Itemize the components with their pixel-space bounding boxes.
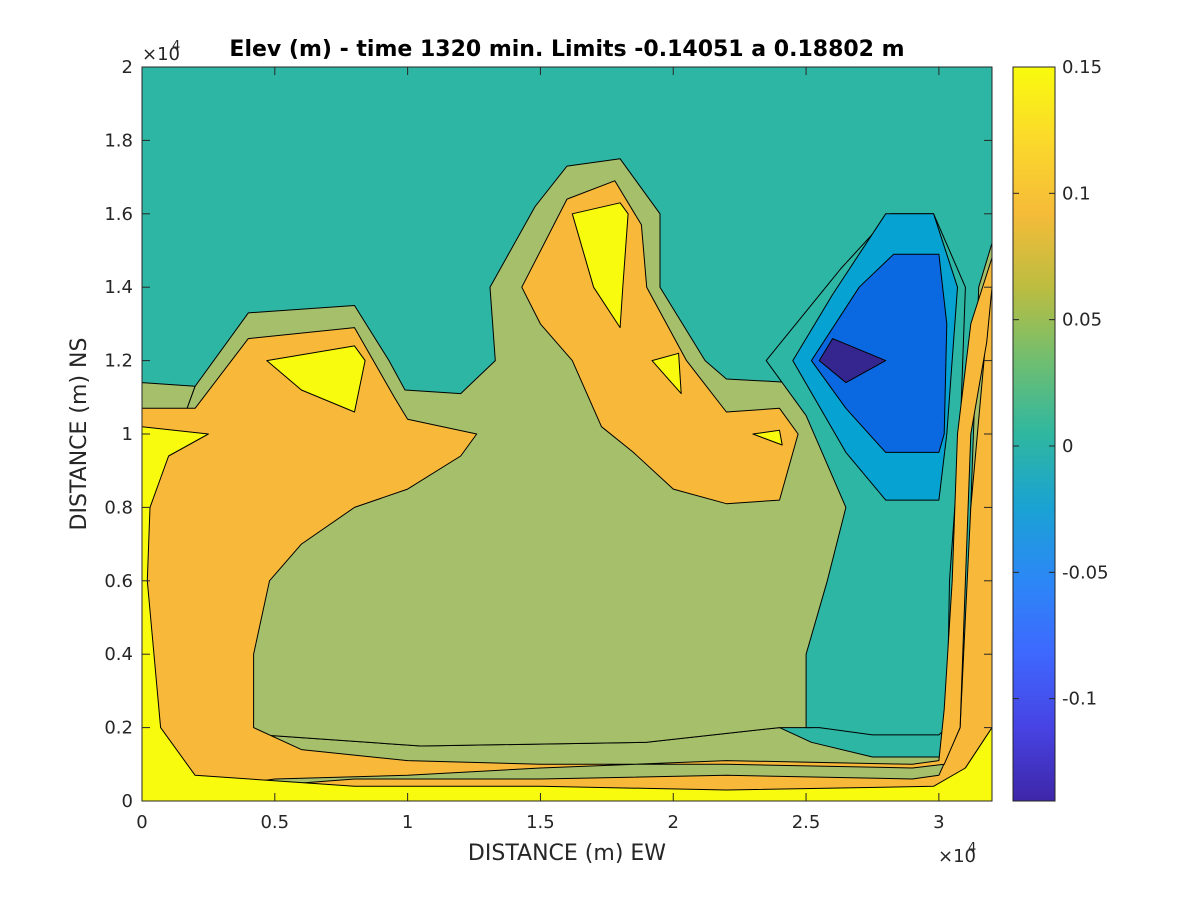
contour-region--0.1_to_-0.05 bbox=[810, 253, 948, 453]
contour-region-above_0.15 bbox=[142, 426, 992, 801]
y-tick-label: 1.2 bbox=[104, 351, 133, 372]
y-tick-label: 0.2 bbox=[104, 718, 133, 739]
y-tick-label: 2 bbox=[122, 57, 133, 78]
x-tick-label: 0.5 bbox=[260, 812, 289, 833]
contour-region-above_0.15 bbox=[752, 429, 783, 446]
y-tick-label: 1.6 bbox=[104, 204, 133, 225]
svg-text:4: 4 bbox=[968, 841, 976, 856]
y-tick-label: 1.8 bbox=[104, 130, 133, 151]
colorbar-tick-label: 0.05 bbox=[1062, 310, 1102, 331]
x-tick-label: 1.5 bbox=[526, 812, 555, 833]
svg-text:×10: ×10 bbox=[142, 44, 180, 65]
colorbar-ticks: 0.15 0.1 0.05 0 -0.05 -0.1 bbox=[1013, 57, 1109, 710]
y-axis-label: DISTANCE (m) NS bbox=[67, 338, 92, 531]
x-axis-ticks: 0 0.5 1 1.5 2 2.5 3 bbox=[136, 67, 945, 833]
y-tick-label: 0.6 bbox=[104, 571, 133, 592]
x-tick-label: 0 bbox=[136, 812, 147, 833]
svg-text:×10: ×10 bbox=[938, 846, 976, 867]
colorbar bbox=[1012, 66, 1056, 802]
y-tick-label: 1.4 bbox=[104, 277, 133, 298]
contour-region-above_0.15 bbox=[571, 202, 629, 329]
y-tick-label: 0 bbox=[122, 791, 133, 812]
chart-title: Elev (m) - time 1320 min. Limits -0.1405… bbox=[229, 37, 904, 62]
colorbar-tick-label: -0.1 bbox=[1062, 689, 1097, 710]
x-tick-label: 1 bbox=[402, 812, 413, 833]
colorbar-tick-label: -0.05 bbox=[1062, 562, 1109, 583]
x-tick-label: 2.5 bbox=[792, 812, 821, 833]
contour-region-below_-0.1 bbox=[818, 338, 887, 384]
contour-region-above_0.15 bbox=[651, 352, 682, 395]
x-tick-label: 3 bbox=[933, 812, 944, 833]
y-axis-ticks: 0 0.2 0.4 0.6 0.8 1 1.2 1.4 1.6 1.8 2 bbox=[104, 57, 992, 812]
contour-region-above_0.15 bbox=[266, 345, 366, 413]
colorbar-tick-label: 0.1 bbox=[1062, 183, 1091, 204]
plot-area bbox=[142, 67, 992, 801]
colorbar-tick-label: 0.15 bbox=[1062, 57, 1102, 78]
x-tick-label: 2 bbox=[668, 812, 679, 833]
x-axis-label: DISTANCE (m) EW bbox=[468, 841, 666, 866]
colorbar-tick-label: 0 bbox=[1062, 436, 1073, 457]
x-axis-exponent: ×10 4 bbox=[938, 841, 976, 867]
y-tick-label: 0.4 bbox=[104, 644, 133, 665]
y-tick-label: 0.8 bbox=[104, 497, 133, 518]
y-axis-exponent: ×10 4 bbox=[142, 39, 180, 65]
svg-text:4: 4 bbox=[172, 39, 180, 54]
y-tick-label: 1 bbox=[122, 424, 133, 445]
